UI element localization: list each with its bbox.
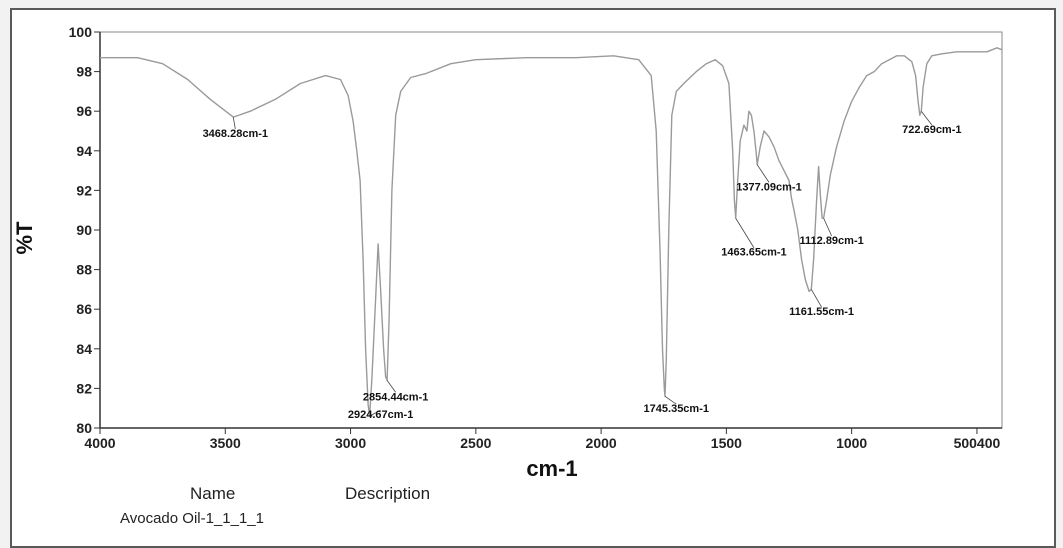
peak-label: 722.69cm-1 bbox=[902, 124, 961, 136]
peak-label: 1745.35cm-1 bbox=[644, 403, 709, 415]
peak-label: 2924.67cm-1 bbox=[348, 409, 413, 421]
ir-spectrum-chart: 80 82 84 86 88 90 92 94 96 98 100 4000 3500 3000 2500… bbox=[12, 24, 1003, 526]
peak-label: 1161.55cm-1 bbox=[789, 306, 854, 318]
peak-leader-line bbox=[756, 164, 770, 183]
y-tick-label: 88 bbox=[76, 262, 92, 278]
plot-area bbox=[99, 31, 1003, 429]
peak-leader-line bbox=[823, 217, 832, 237]
x-axis-title: cm-1 bbox=[526, 456, 577, 481]
peak-leader-line bbox=[386, 380, 396, 393]
x-axis: 4000 3500 3000 2500 2000 1500 1000 500400 bbox=[84, 428, 1001, 451]
x-tick-label: 2000 bbox=[586, 435, 617, 451]
legend-row-name: Avocado Oil-1_1_1_1 bbox=[120, 510, 264, 526]
y-axis: 80 82 84 86 88 90 92 94 96 98 100 bbox=[69, 24, 100, 436]
y-tick-label: 100 bbox=[69, 24, 93, 40]
y-tick-label: 96 bbox=[76, 103, 92, 119]
peak-leader-line bbox=[232, 117, 236, 130]
y-axis-title: %T bbox=[12, 221, 37, 255]
x-tick-label: 3500 bbox=[210, 435, 241, 451]
peak-annotations: 3468.28cm-1 2854.44cm-1 2924.67cm-1 1745.35… bbox=[203, 110, 962, 421]
peak-leader-line bbox=[664, 395, 677, 405]
x-tick-label: 1500 bbox=[711, 435, 742, 451]
y-tick-label: 90 bbox=[76, 222, 92, 238]
x-tick-label: 3000 bbox=[335, 435, 366, 451]
peak-label: 1377.09cm-1 bbox=[736, 181, 801, 193]
peak-label: 2854.44cm-1 bbox=[363, 391, 428, 403]
peak-leader-line bbox=[369, 409, 381, 417]
y-tick-label: 82 bbox=[76, 380, 92, 396]
peak-leader-line bbox=[735, 217, 755, 248]
chart-frame bbox=[10, 8, 1056, 548]
x-tick-label: 2500 bbox=[460, 435, 491, 451]
peak-label: 3468.28cm-1 bbox=[203, 128, 268, 140]
series-layer bbox=[100, 47, 1003, 417]
y-tick-label: 98 bbox=[76, 64, 92, 80]
y-tick-label: 84 bbox=[76, 341, 92, 357]
y-tick-label: 94 bbox=[76, 143, 92, 159]
y-tick-label: 80 bbox=[76, 420, 92, 436]
peak-label: 1463.65cm-1 bbox=[721, 247, 786, 259]
y-tick-label: 86 bbox=[76, 301, 92, 317]
y-tick-label: 92 bbox=[76, 182, 92, 198]
x-tick-label: 500400 bbox=[954, 435, 1001, 451]
spectrum-line bbox=[100, 47, 1003, 417]
legend-header-description: Description bbox=[345, 484, 430, 503]
peak-leader-line bbox=[921, 110, 933, 126]
legend-header-name: Name bbox=[190, 484, 235, 503]
x-tick-label: 1000 bbox=[836, 435, 867, 451]
x-tick-label: 4000 bbox=[84, 435, 115, 451]
peak-leader-line bbox=[810, 289, 822, 308]
plot-border bbox=[99, 31, 1003, 429]
peak-label: 1112.89cm-1 bbox=[800, 235, 864, 247]
